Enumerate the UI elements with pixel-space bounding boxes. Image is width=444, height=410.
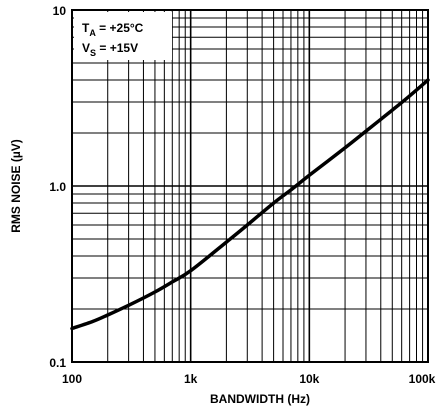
y-tick-label: 10 (53, 4, 67, 18)
y-axis-title: RMS NOISE (µV) (9, 139, 23, 233)
legend-temperature-value: = +25°C (96, 21, 144, 35)
legend-temperature-subscript: A (89, 28, 96, 38)
major-gridlines (72, 10, 428, 362)
plot-frame (71, 9, 429, 363)
noise-curve (70, 78, 430, 331)
legend-temperature: TA = +25°C (82, 21, 144, 38)
legend: TA = +25°C VS = +15V (74, 12, 172, 60)
x-tick-label: 1k (184, 372, 198, 386)
legend-supply-voltage: VS = +15V (82, 41, 138, 58)
legend-background (74, 12, 172, 60)
legend-voltage-symbol: V (82, 41, 90, 55)
y-tick-label: 1.0 (49, 180, 66, 194)
legend-temperature-symbol: T (82, 21, 90, 35)
y-tick-label: 0.1 (49, 356, 66, 370)
legend-voltage-value: = +15V (96, 41, 138, 55)
x-tick-labels: 100 1k 10k 100k (62, 372, 436, 386)
legend-voltage-subscript: S (90, 48, 96, 58)
y-tick-labels: 0.1 1.0 10 (49, 4, 66, 370)
x-axis-title: BANDWIDTH (Hz) (210, 392, 310, 406)
x-tick-label: 100 (62, 372, 82, 386)
x-tick-label: 10k (299, 372, 319, 386)
x-tick-label: 100k (409, 372, 436, 386)
